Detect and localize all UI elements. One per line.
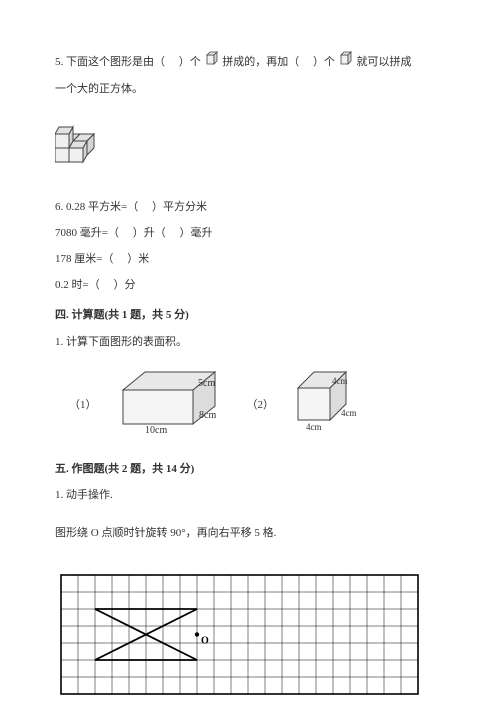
q5-line1: 5. 下面这个图形是由（ ）个 拼成的，再加（ ）个 就可以拼成 <box>55 50 445 75</box>
cuboid-figure-1: 5cm 8cm 10cm <box>117 368 227 443</box>
q6-l2b: ）升（ <box>133 227 166 239</box>
q5-text-1: 5. 下面这个图形是由（ <box>55 56 165 68</box>
dim2-4cm-b: 4cm <box>341 408 357 418</box>
q6-line4: 0.2 时=（ ）分 <box>55 273 445 297</box>
fig2-label: （2） <box>247 393 275 417</box>
q5-text-2: ）个 <box>179 56 201 68</box>
q5-text-6: 一个大的正方体。 <box>55 83 143 95</box>
dim2-4cm-c: 4cm <box>306 422 322 432</box>
dim2-4cm-a: 4cm <box>332 376 348 386</box>
cube-figure-2: 4cm 4cm 4cm <box>294 368 366 443</box>
q6-line1: 6. 0.28 平方米=（ ）平方分米 <box>55 195 445 219</box>
q6-l3a: 178 厘米=（ <box>55 253 113 265</box>
small-cube-icon-2 <box>338 50 354 75</box>
section5-instruction: 图形绕 O 点顺时针旋转 90°，再向右平移 5 格. <box>55 521 445 545</box>
q6-l2c: ）毫升 <box>179 227 212 239</box>
q5-text-3: 拼成的，再加（ <box>222 56 299 68</box>
section5-header: 五. 作图题(共 2 题，共 14 分) <box>55 457 445 481</box>
q6-l4a: 0.2 时=（ <box>55 279 100 291</box>
section4-figures: （1） 5cm 8cm 10cm （2） 4cm 4cm 4cm <box>69 368 445 443</box>
section4-header: 四. 计算题(共 1 题，共 5 分) <box>55 303 445 327</box>
q6-l1a: 6. 0.28 平方米=（ <box>55 201 138 213</box>
fig1-label: （1） <box>69 393 97 417</box>
section4-q1: 1. 计算下面图形的表面积。 <box>55 330 445 354</box>
dim-5cm: 5cm <box>198 378 215 389</box>
q5-text-4: ）个 <box>313 56 335 68</box>
dim-10cm: 10cm <box>145 425 167 434</box>
q6-l2a: 7080 毫升=（ <box>55 227 119 239</box>
grid-figure: O <box>55 569 445 713</box>
q6-line3: 178 厘米=（ ）米 <box>55 247 445 271</box>
q6-l1b: ）平方分米 <box>152 201 207 213</box>
q5-line2: 一个大的正方体。 <box>55 77 445 101</box>
q5-text-5: 就可以拼成 <box>357 56 412 68</box>
svg-text:O: O <box>201 636 209 647</box>
dim-8cm: 8cm <box>199 410 216 421</box>
composite-cube-figure <box>55 117 445 178</box>
q6-l3b: ）米 <box>127 253 149 265</box>
small-cube-icon-1 <box>204 50 220 75</box>
section5-q1: 1. 动手操作. <box>55 483 445 507</box>
q6-l4b: ）分 <box>113 279 135 291</box>
q6-line2: 7080 毫升=（ ）升（ ）毫升 <box>55 221 445 245</box>
